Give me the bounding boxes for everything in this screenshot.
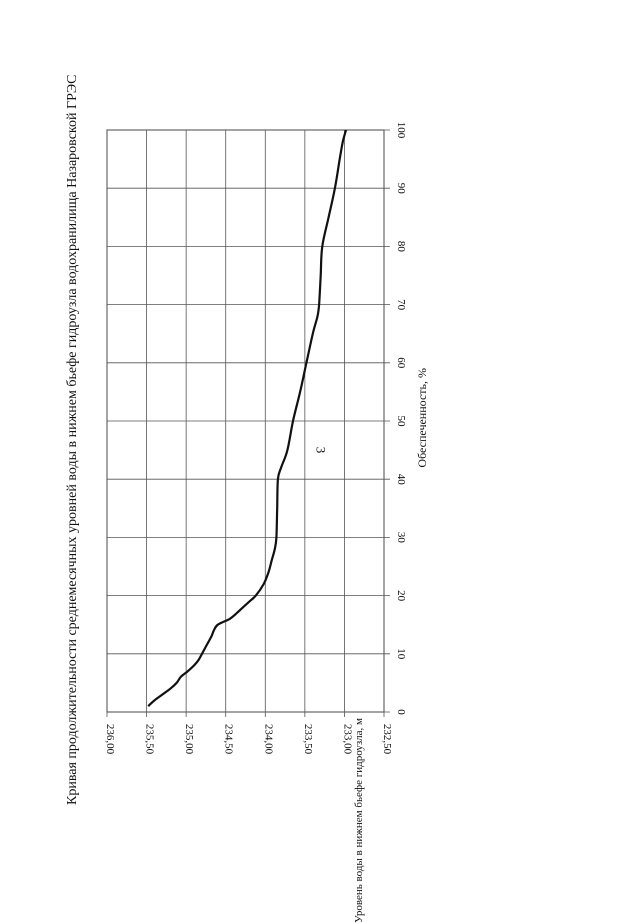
- y-tick-label: 233,00: [341, 724, 353, 755]
- x-tick-label: 60: [395, 357, 407, 369]
- x-axis-label: Обеспеченность, %: [415, 368, 429, 468]
- chart: 0 10 20 30 40 50 60 70 80 90 100 236,00 235,50 235,00…: [104, 122, 407, 755]
- y-tick-label: 234,00: [262, 724, 274, 755]
- y-tick-label: 234,50: [223, 724, 235, 755]
- chart-grid: [106, 129, 390, 717]
- y-tick-label: 232,50: [381, 724, 393, 755]
- y-tick-label: 233,50: [302, 724, 314, 755]
- x-tick-label: 20: [395, 590, 407, 602]
- x-tick-label: 50: [395, 416, 407, 428]
- series-line: [147, 129, 348, 707]
- y-tick-label: 236,00: [104, 724, 116, 755]
- x-tick-label: 10: [395, 648, 407, 660]
- y-tick-label: 235,00: [183, 724, 195, 755]
- x-tick-label: 100: [395, 122, 407, 139]
- y-axis-label: Уровень воды в нижнем бьефе гидроузла, м: [353, 718, 365, 923]
- y-tick-label: 235,50: [144, 724, 156, 755]
- x-tick-label: 30: [395, 532, 407, 544]
- x-tick-label: 80: [395, 241, 407, 253]
- x-tick-label: 70: [395, 299, 407, 311]
- x-tick-label: 90: [395, 183, 407, 195]
- x-tick-label: 40: [395, 474, 407, 486]
- x-tick-label: 0: [395, 709, 407, 715]
- chart-ticks: 0 10 20 30 40 50 60 70 80 90 100 236,00 235,50 235,00…: [104, 122, 407, 755]
